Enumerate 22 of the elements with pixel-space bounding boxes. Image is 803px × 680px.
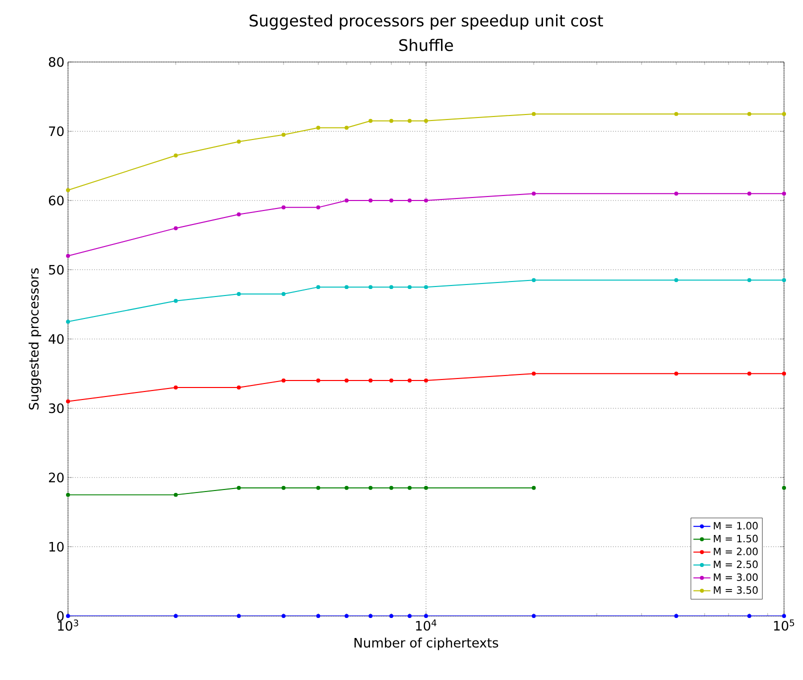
x-tick-label: 10$^{3}$: [58, 620, 78, 631]
y-tick-label: 80: [48, 57, 64, 67]
y-tick-label: 60: [48, 196, 64, 206]
chart-subtitle: Shuffle: [399, 38, 453, 52]
y-tick-label: 70: [49, 126, 64, 136]
chart-title: Suggested processors per speedup unit cost: [250, 14, 604, 30]
legend-label: M = 3.50: [714, 586, 758, 594]
legend-label: M = 3.00: [714, 573, 758, 581]
y-tick-label: 40: [48, 334, 64, 344]
legend-label: M = 2.50: [714, 560, 758, 568]
y-tick-label: 50: [49, 264, 64, 275]
x-tick-label: 10$^{5}$: [774, 620, 794, 631]
y-tick-label: 0: [57, 611, 64, 621]
x-tick-label: 10$^{4}$: [416, 620, 436, 631]
legend-label: M = 2.00: [714, 548, 758, 556]
y-tick-label: 20: [48, 472, 64, 482]
x-axis-title: Number of ciphertexts: [354, 638, 498, 650]
y-axis-title: Suggested processors: [28, 268, 42, 410]
legend-label: M = 1.50: [714, 534, 758, 542]
y-tick-label: 10: [49, 542, 64, 552]
legend-label: M = 1.00: [714, 522, 758, 530]
y-tick-label: 30: [49, 403, 64, 414]
